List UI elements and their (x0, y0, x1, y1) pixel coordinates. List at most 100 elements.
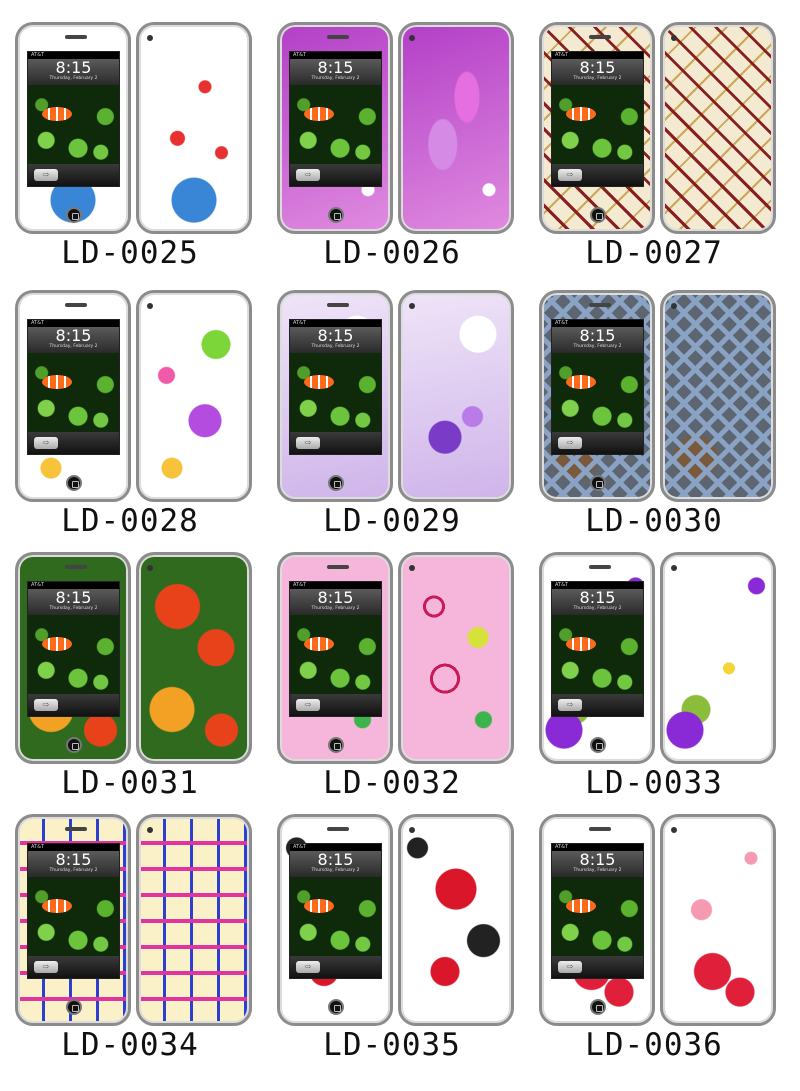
phone-back-skin (660, 22, 776, 234)
wallpaper (552, 877, 643, 956)
wallpaper (290, 877, 381, 956)
slider-arrow-icon: ⇨ (558, 169, 582, 181)
wallpaper (290, 353, 381, 432)
clownfish-icon (304, 637, 334, 651)
product-card[interactable]: AT&T 8:15 Thursday, February 2 ⇨ LD-0029 (262, 268, 522, 539)
clock-time: 8:15 (55, 326, 92, 345)
product-card[interactable]: AT&T 8:15 Thursday, February 2 ⇨ LD-0036 (524, 792, 784, 1063)
product-card[interactable]: AT&T 8:15 Thursday, February 2 ⇨ LD-0034 (0, 792, 260, 1063)
clock-date: Thursday, February 2 (49, 76, 98, 81)
earpiece (65, 35, 87, 39)
phone-front-skin: AT&T 8:15 Thursday, February 2 ⇨ (15, 290, 131, 502)
camera-icon (409, 565, 415, 571)
phone-front-skin: AT&T 8:15 Thursday, February 2 ⇨ (277, 552, 393, 764)
earpiece (589, 35, 611, 39)
earpiece (327, 35, 349, 39)
clock-time: 8:15 (55, 850, 92, 869)
product-card[interactable]: AT&T 8:15 Thursday, February 2 ⇨ LD-0030 (524, 268, 784, 539)
clock-date: Thursday, February 2 (311, 76, 360, 81)
clock-date: Thursday, February 2 (311, 868, 360, 873)
clock-date: Thursday, February 2 (311, 344, 360, 349)
carrier-label: AT&T (555, 582, 569, 588)
product-card[interactable]: AT&T 8:15 Thursday, February 2 ⇨ LD-0026 (262, 0, 522, 271)
product-card[interactable]: AT&T 8:15 Thursday, February 2 ⇨ LD-0035 (262, 792, 522, 1063)
phone-front-skin: AT&T 8:15 Thursday, February 2 ⇨ (539, 22, 655, 234)
wallpaper (552, 615, 643, 694)
clock-time: 8:15 (317, 326, 354, 345)
clock-date: Thursday, February 2 (49, 606, 98, 611)
product-card[interactable]: AT&T 8:15 Thursday, February 2 ⇨ LD-0028 (0, 268, 260, 539)
lock-screen: AT&T 8:15 Thursday, February 2 ⇨ (27, 51, 120, 187)
lock-screen: AT&T 8:15 Thursday, February 2 ⇨ (551, 51, 644, 187)
unlock-slider: ⇨ (28, 432, 119, 454)
carrier-label: AT&T (293, 52, 307, 58)
earpiece (327, 565, 349, 569)
clock-band: 8:15 Thursday, February 2 (28, 589, 119, 615)
product-code: LD-0025 (61, 235, 199, 271)
camera-icon (147, 827, 153, 833)
camera-icon (671, 565, 677, 571)
clock-time: 8:15 (317, 58, 354, 77)
unlock-slider: ⇨ (552, 164, 643, 186)
clock-time: 8:15 (579, 326, 616, 345)
phone-front-skin: AT&T 8:15 Thursday, February 2 ⇨ (15, 552, 131, 764)
phone-front-skin: AT&T 8:15 Thursday, February 2 ⇨ (277, 290, 393, 502)
earpiece (65, 303, 87, 307)
earpiece (589, 827, 611, 831)
slider-arrow-icon: ⇨ (34, 169, 58, 181)
home-button-icon (66, 207, 82, 223)
unlock-slider: ⇨ (552, 956, 643, 978)
home-button-icon (590, 475, 606, 491)
product-card[interactable]: AT&T 8:15 Thursday, February 2 ⇨ LD-0027 (524, 0, 784, 271)
clownfish-icon (304, 375, 334, 389)
product-code: LD-0035 (323, 1027, 461, 1063)
phone-back-skin (660, 290, 776, 502)
clock-band: 8:15 Thursday, February 2 (552, 59, 643, 85)
product-card[interactable]: AT&T 8:15 Thursday, February 2 ⇨ LD-0032 (262, 530, 522, 801)
status-bar: AT&T (290, 844, 381, 851)
phone-back-skin (398, 814, 514, 1026)
phone-front-skin: AT&T 8:15 Thursday, February 2 ⇨ (539, 552, 655, 764)
clownfish-icon (566, 637, 596, 651)
product-card[interactable]: AT&T 8:15 Thursday, February 2 ⇨ LD-0031 (0, 530, 260, 801)
phone-front-skin: AT&T 8:15 Thursday, February 2 ⇨ (539, 290, 655, 502)
product-code: LD-0028 (61, 503, 199, 539)
clock-band: 8:15 Thursday, February 2 (28, 327, 119, 353)
carrier-label: AT&T (31, 844, 45, 850)
lock-screen: AT&T 8:15 Thursday, February 2 ⇨ (289, 51, 382, 187)
phone-front-skin: AT&T 8:15 Thursday, February 2 ⇨ (15, 814, 131, 1026)
lock-screen: AT&T 8:15 Thursday, February 2 ⇨ (289, 319, 382, 455)
slider-arrow-icon: ⇨ (34, 699, 58, 711)
carrier-label: AT&T (293, 582, 307, 588)
clock-band: 8:15 Thursday, February 2 (290, 327, 381, 353)
carrier-label: AT&T (31, 52, 45, 58)
product-code: LD-0026 (323, 235, 461, 271)
status-bar: AT&T (28, 844, 119, 851)
product-card[interactable]: AT&T 8:15 Thursday, February 2 ⇨ LD-0033 (524, 530, 784, 801)
phone-front-skin: AT&T 8:15 Thursday, February 2 ⇨ (277, 22, 393, 234)
clock-date: Thursday, February 2 (49, 868, 98, 873)
clock-band: 8:15 Thursday, February 2 (28, 851, 119, 877)
wallpaper (28, 877, 119, 956)
camera-icon (671, 827, 677, 833)
carrier-label: AT&T (293, 844, 307, 850)
status-bar: AT&T (28, 52, 119, 59)
unlock-slider: ⇨ (28, 694, 119, 716)
clock-band: 8:15 Thursday, February 2 (290, 59, 381, 85)
lock-screen: AT&T 8:15 Thursday, February 2 ⇨ (27, 319, 120, 455)
lock-screen: AT&T 8:15 Thursday, February 2 ⇨ (27, 581, 120, 717)
unlock-slider: ⇨ (290, 164, 381, 186)
clownfish-icon (304, 899, 334, 913)
product-code: LD-0034 (61, 1027, 199, 1063)
carrier-label: AT&T (31, 582, 45, 588)
clownfish-icon (42, 375, 72, 389)
camera-icon (147, 35, 153, 41)
lock-screen: AT&T 8:15 Thursday, February 2 ⇨ (551, 319, 644, 455)
home-button-icon (66, 737, 82, 753)
camera-icon (147, 565, 153, 571)
camera-icon (671, 35, 677, 41)
product-card[interactable]: AT&T 8:15 Thursday, February 2 ⇨ LD-0025 (0, 0, 260, 271)
clownfish-icon (566, 107, 596, 121)
clownfish-icon (42, 637, 72, 651)
clownfish-icon (566, 375, 596, 389)
